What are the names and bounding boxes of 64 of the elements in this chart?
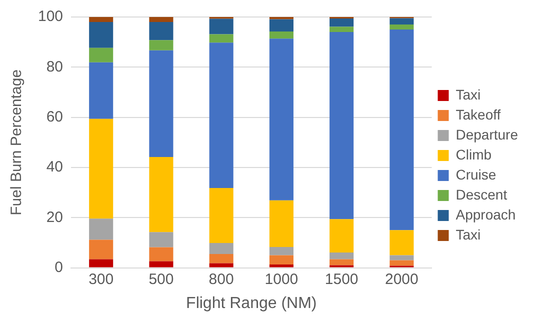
y-tick-label: 0 xyxy=(54,258,64,276)
bar xyxy=(209,188,234,243)
x-tick-label: 300 xyxy=(88,270,114,288)
bar xyxy=(269,246,294,256)
bar xyxy=(269,32,294,39)
bar xyxy=(149,22,174,40)
bar xyxy=(209,254,234,264)
y-tick-label: 20 xyxy=(46,208,64,226)
legend-label: Approach xyxy=(456,206,516,222)
x-tick-label: 500 xyxy=(148,270,174,288)
y-tick-label: 80 xyxy=(46,58,64,76)
bar xyxy=(390,24,414,30)
bar xyxy=(209,242,234,254)
legend-label: Departure xyxy=(456,126,518,142)
bar xyxy=(269,38,294,200)
bar xyxy=(149,156,174,232)
bar xyxy=(269,255,294,265)
bar xyxy=(209,34,234,43)
bar xyxy=(89,48,114,62)
bar xyxy=(89,22,114,48)
bar xyxy=(209,18,234,34)
legend-label: Cruise xyxy=(456,166,496,182)
bar xyxy=(149,247,174,262)
bar xyxy=(149,232,174,248)
y-tick-label: 60 xyxy=(46,108,64,126)
bar xyxy=(149,17,174,22)
bar xyxy=(89,17,114,22)
legend-label: Taxi xyxy=(456,226,481,242)
bar xyxy=(330,26,354,32)
bar xyxy=(209,263,234,268)
legend-label: Taxi xyxy=(456,86,481,102)
x-axis-title: Flight Range (NM) xyxy=(186,294,317,312)
bar xyxy=(89,62,114,119)
y-tick-label: 100 xyxy=(38,8,64,26)
bar xyxy=(330,32,354,220)
bar xyxy=(330,252,354,260)
bar xyxy=(330,18,354,27)
bar xyxy=(89,218,114,240)
bar xyxy=(269,200,294,247)
bar xyxy=(89,259,114,268)
bar xyxy=(390,255,414,260)
x-tick-label: 1500 xyxy=(324,270,358,288)
bar xyxy=(390,260,414,266)
bar xyxy=(89,240,114,260)
x-tick-label: 2000 xyxy=(385,270,418,288)
legend-label: Climb xyxy=(456,146,492,162)
bar xyxy=(390,18,414,25)
bar xyxy=(330,219,354,252)
y-tick-label: 40 xyxy=(46,158,64,176)
bar xyxy=(149,261,174,268)
legend-label: Takeoff xyxy=(456,106,501,122)
bar xyxy=(330,259,354,266)
bar xyxy=(209,42,234,188)
bar xyxy=(269,264,294,268)
bar xyxy=(269,19,294,32)
bar xyxy=(390,230,414,256)
y-axis-title: Fuel Burn Percentage xyxy=(8,69,26,216)
bar xyxy=(149,40,174,50)
bar xyxy=(89,118,114,219)
x-tick-label: 1000 xyxy=(264,270,298,288)
bar xyxy=(390,30,414,230)
legend-label: Descent xyxy=(456,186,508,202)
x-tick-label: 800 xyxy=(208,270,234,288)
bar xyxy=(149,50,174,157)
